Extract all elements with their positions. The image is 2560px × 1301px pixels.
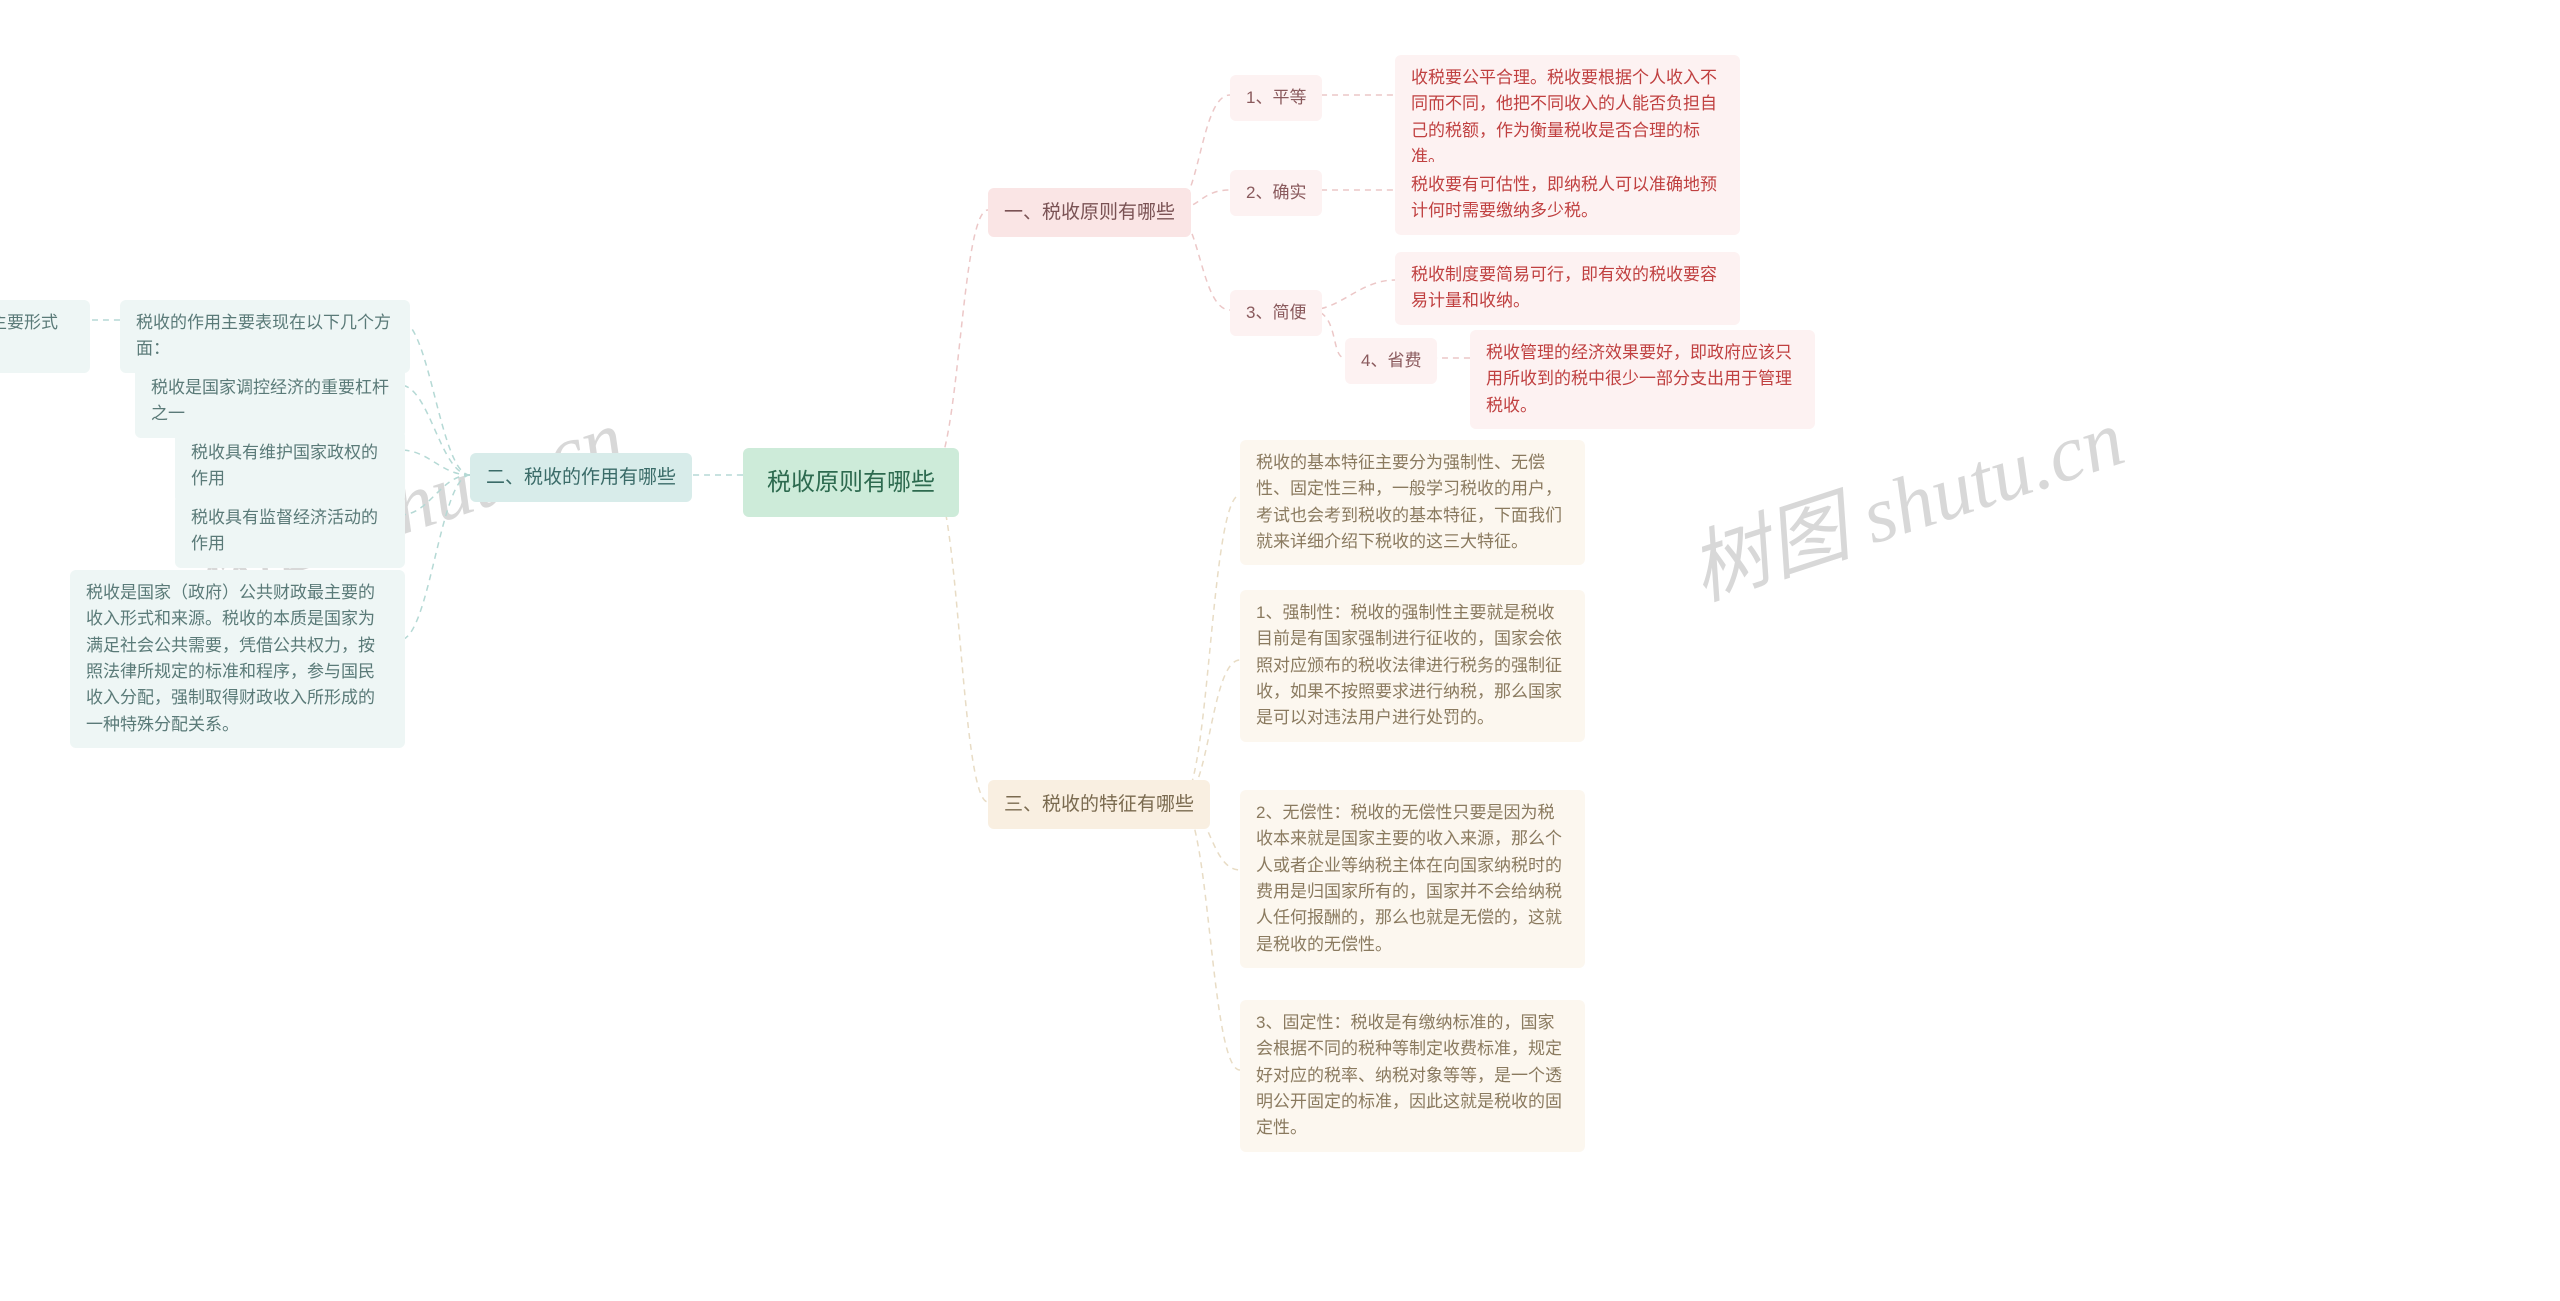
right2-item: 3、固定性：税收是有缴纳标准的，国家会根据不同的税种等制定收费标准，规定好对应的… (1240, 1000, 1585, 1152)
left-item-text: 税收是国家调控经济的重要杠杆之一 (151, 378, 389, 423)
left-header-child-text: 税收是国家组织财政收人的主要形式和工具 (0, 313, 58, 358)
right2-item: 2、无偿性：税收的无偿性只要是因为税收本来就是国家主要的收入来源，那么个人或者企… (1240, 790, 1585, 968)
right2-item-text: 2、无偿性：税收的无偿性只要是因为税收本来就是国家主要的收入来源，那么个人或者企… (1256, 803, 1562, 954)
left-item-text: 税收具有监督经济活动的作用 (191, 508, 378, 553)
branch-right2: 三、税收的特征有哪些 (988, 780, 1210, 829)
left-header: 税收的作用主要表现在以下几个方面： (120, 300, 410, 373)
right2-item: 1、强制性：税收的强制性主要就是税收目前是有国家强制进行征收的，国家会依照对应颁… (1240, 590, 1585, 742)
branch-right2-label: 三、税收的特征有哪些 (1004, 794, 1194, 815)
right1-label-text: 1、平等 (1246, 88, 1306, 107)
right1-label-text: 3、简便 (1246, 303, 1306, 322)
center-node: 税收原则有哪些 (743, 448, 959, 517)
left-header-child: 税收是国家组织财政收人的主要形式和工具 (0, 300, 90, 373)
right1-label: 1、平等 (1230, 75, 1322, 121)
right1-label-text: 4、省费 (1361, 351, 1421, 370)
right1-text-content: 税收制度要简易可行，即有效的税收要容易计量和收纳。 (1411, 265, 1717, 310)
branch-left: 二、税收的作用有哪些 (470, 453, 692, 502)
right1-label-text: 2、确实 (1246, 183, 1306, 202)
left-item-text: 税收具有维护国家政权的作用 (191, 443, 378, 488)
branch-right1: 一、税收原则有哪些 (988, 188, 1191, 237)
right2-item-text: 税收的基本特征主要分为强制性、无偿性、固定性三种，一般学习税收的用户，考试也会考… (1256, 453, 1562, 551)
left-item: 税收具有维护国家政权的作用 (175, 430, 405, 503)
left-item: 税收具有监督经济活动的作用 (175, 495, 405, 568)
left-item-text: 税收是国家（政府）公共财政最主要的收入形式和来源。税收的本质是国家为满足社会公共… (86, 583, 375, 734)
left-item: 税收是国家调控经济的重要杠杆之一 (135, 365, 405, 438)
right2-item-text: 1、强制性：税收的强制性主要就是税收目前是有国家强制进行征收的，国家会依照对应颁… (1256, 603, 1562, 727)
right2-item: 税收的基本特征主要分为强制性、无偿性、固定性三种，一般学习税收的用户，考试也会考… (1240, 440, 1585, 565)
right1-text: 税收制度要简易可行，即有效的税收要容易计量和收纳。 (1395, 252, 1740, 325)
left-header-text: 税收的作用主要表现在以下几个方面： (136, 313, 391, 358)
right1-text-content: 税收要有可估性，即纳税人可以准确地预计何时需要缴纳多少税。 (1411, 175, 1717, 220)
right2-item-text: 3、固定性：税收是有缴纳标准的，国家会根据不同的税种等制定收费标准，规定好对应的… (1256, 1013, 1562, 1137)
branch-right1-label: 一、税收原则有哪些 (1004, 202, 1175, 223)
right1-text-content: 收税要公平合理。税收要根据个人收入不同而不同，他把不同收入的人能否负担自己的税额… (1411, 68, 1717, 166)
right1-label: 2、确实 (1230, 170, 1322, 216)
right1-text-content: 税收管理的经济效果要好，即政府应该只用所收到的税中很少一部分支出用于管理税收。 (1486, 343, 1792, 415)
right1-text: 税收要有可估性，即纳税人可以准确地预计何时需要缴纳多少税。 (1395, 162, 1740, 235)
right1-label: 4、省费 (1345, 338, 1437, 384)
center-label: 税收原则有哪些 (767, 469, 935, 496)
left-item: 税收是国家（政府）公共财政最主要的收入形式和来源。税收的本质是国家为满足社会公共… (70, 570, 405, 748)
right1-text: 税收管理的经济效果要好，即政府应该只用所收到的税中很少一部分支出用于管理税收。 (1470, 330, 1815, 429)
right1-label: 3、简便 (1230, 290, 1322, 336)
branch-left-label: 二、税收的作用有哪些 (486, 467, 676, 488)
